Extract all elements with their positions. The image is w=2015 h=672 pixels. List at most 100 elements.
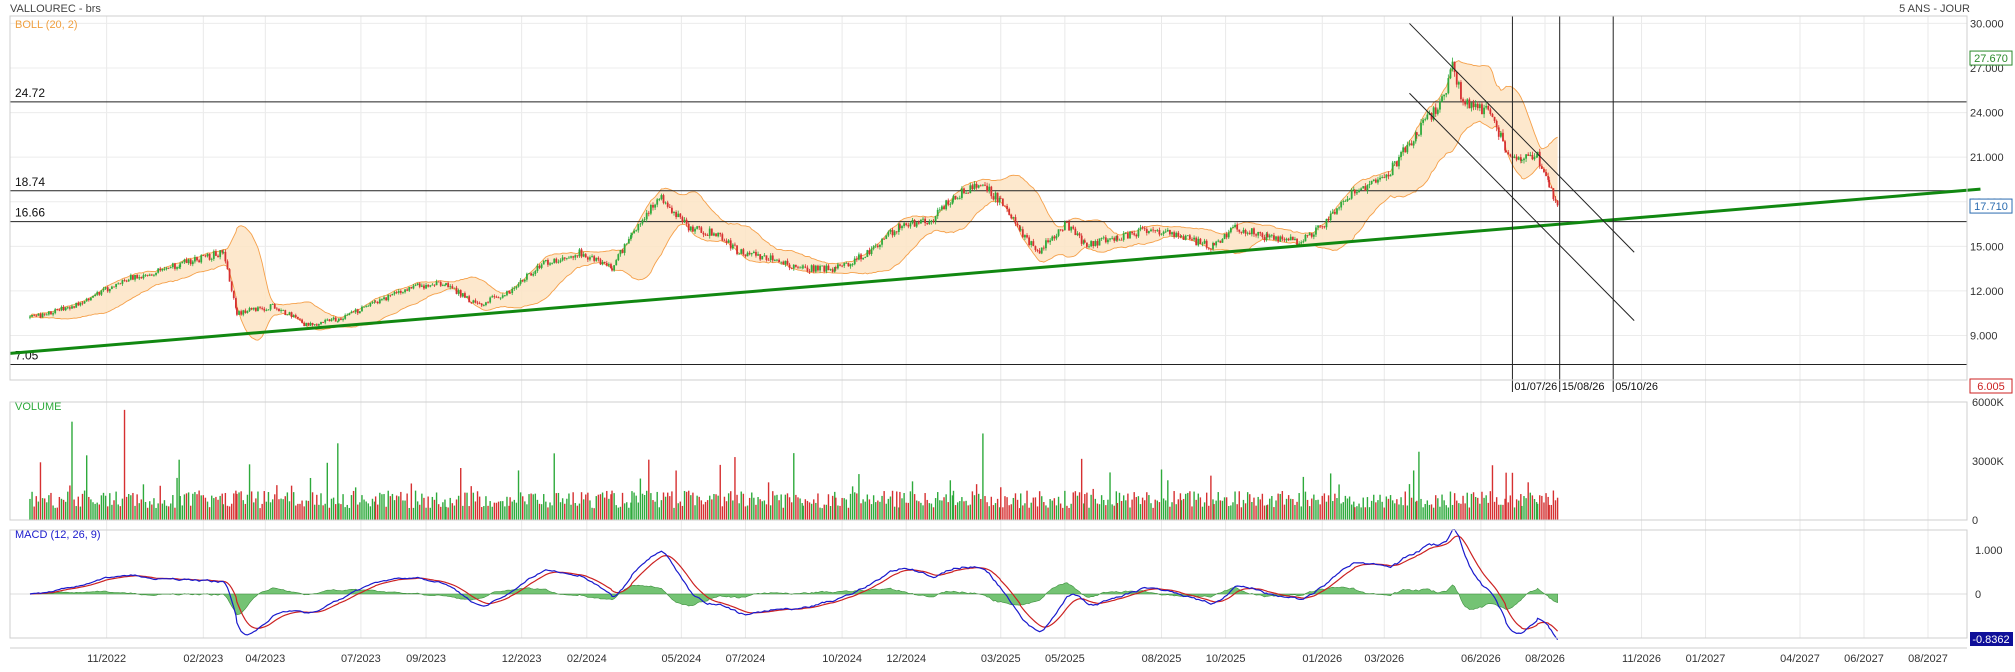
volume-bar [725,501,728,520]
candle-body [292,315,295,317]
candle-body [1090,241,1093,247]
candle-body [117,283,120,285]
volume-bar [94,503,96,520]
candle-body [1338,207,1340,209]
candle-body [1082,240,1085,244]
volume-bar [543,494,545,520]
volume-bar [176,477,178,520]
volume-bar [961,497,963,520]
volume-bar [969,504,971,520]
volume-bar [71,421,73,520]
candle-body [240,311,243,315]
candle-body [1236,224,1239,230]
candle-body [1201,243,1204,245]
candle-body [1193,237,1195,240]
instrument-title: VALLOUREC - brs [10,3,101,15]
volume-bar [1232,502,1234,520]
candle-body [102,288,105,291]
candle-body [1402,147,1405,152]
volume-bar [222,504,224,520]
candle-body [922,218,924,220]
volume-bar [1353,501,1355,520]
volume-bar [1285,498,1288,520]
volume-bar [190,505,192,520]
candle-body [963,188,965,194]
volume-bar [1308,506,1311,520]
candle-body [1449,69,1452,79]
candle-body [284,310,287,315]
volume-bar [755,504,757,520]
volume-bar [734,457,736,520]
volume-bar [868,499,871,520]
candle-body [988,186,991,192]
channel-line[interactable] [1409,23,1635,253]
candle-body [198,260,201,263]
support-trendline[interactable] [9,187,1981,355]
volume-bar [423,497,425,520]
volume-bar [98,504,101,520]
candle-body [1263,237,1266,241]
candle-body [77,302,80,306]
candle-body [1229,228,1232,233]
volume-bar [623,503,626,520]
volume-bar [761,501,763,520]
volume-bar [181,505,184,520]
candle-body [466,296,468,298]
candle-body [776,259,778,261]
candle-body [470,302,473,304]
volume-bar [253,502,255,520]
volume-bar [485,496,487,520]
candle-body [389,294,392,296]
candle-body [740,249,743,254]
volume-bar [1302,476,1305,520]
candle-body [1374,179,1377,183]
macd-tick-label: 1.000 [1975,545,2003,557]
candle-body [98,292,101,295]
candle-body [271,304,274,305]
candle-body [845,262,848,264]
x-tick-label: 04/2023 [245,653,285,665]
volume-bar [1350,504,1353,520]
volume-bar [999,507,1001,520]
level-label: 18.74 [15,175,45,189]
volume-bar [134,505,136,520]
volume-bar [246,494,249,520]
volume-bar [1197,493,1199,520]
volume-bar [200,495,202,520]
candle-body [623,244,626,253]
trendlines[interactable]: 01/07/26 15/08/26 05/10/26 [9,16,1981,393]
volume-bar [799,498,801,520]
candle-body [755,251,757,256]
candle-body [402,292,404,293]
volume-bar [248,464,251,520]
candle-body [1415,132,1418,136]
volume-bar [170,503,172,520]
volume-bar [1034,497,1037,520]
candle-body [449,286,452,288]
volume-bar [1437,498,1439,520]
candle-body [1294,238,1296,241]
volume-bar [926,499,928,520]
candle-body [763,255,766,257]
volume-bar [163,500,166,520]
volume-bar [1074,491,1077,520]
candle-body [1548,179,1551,188]
volume-bar [1116,502,1119,520]
volume-bar [309,477,312,520]
volume-bar [33,506,35,520]
volume-bar [416,501,419,520]
volume-bar [1477,497,1479,520]
volume-bar [654,501,656,520]
volume-bar [123,409,126,520]
channel-line[interactable] [1409,92,1635,321]
volume-bar [410,483,413,520]
volume-bar [449,497,451,520]
volume-bar [414,490,417,520]
candle-body [1086,242,1088,247]
volume-bar [1493,501,1496,520]
volume-bar [635,495,637,520]
candle-body [1180,236,1183,238]
candle-body [230,281,233,291]
volume-bar [1180,500,1183,520]
